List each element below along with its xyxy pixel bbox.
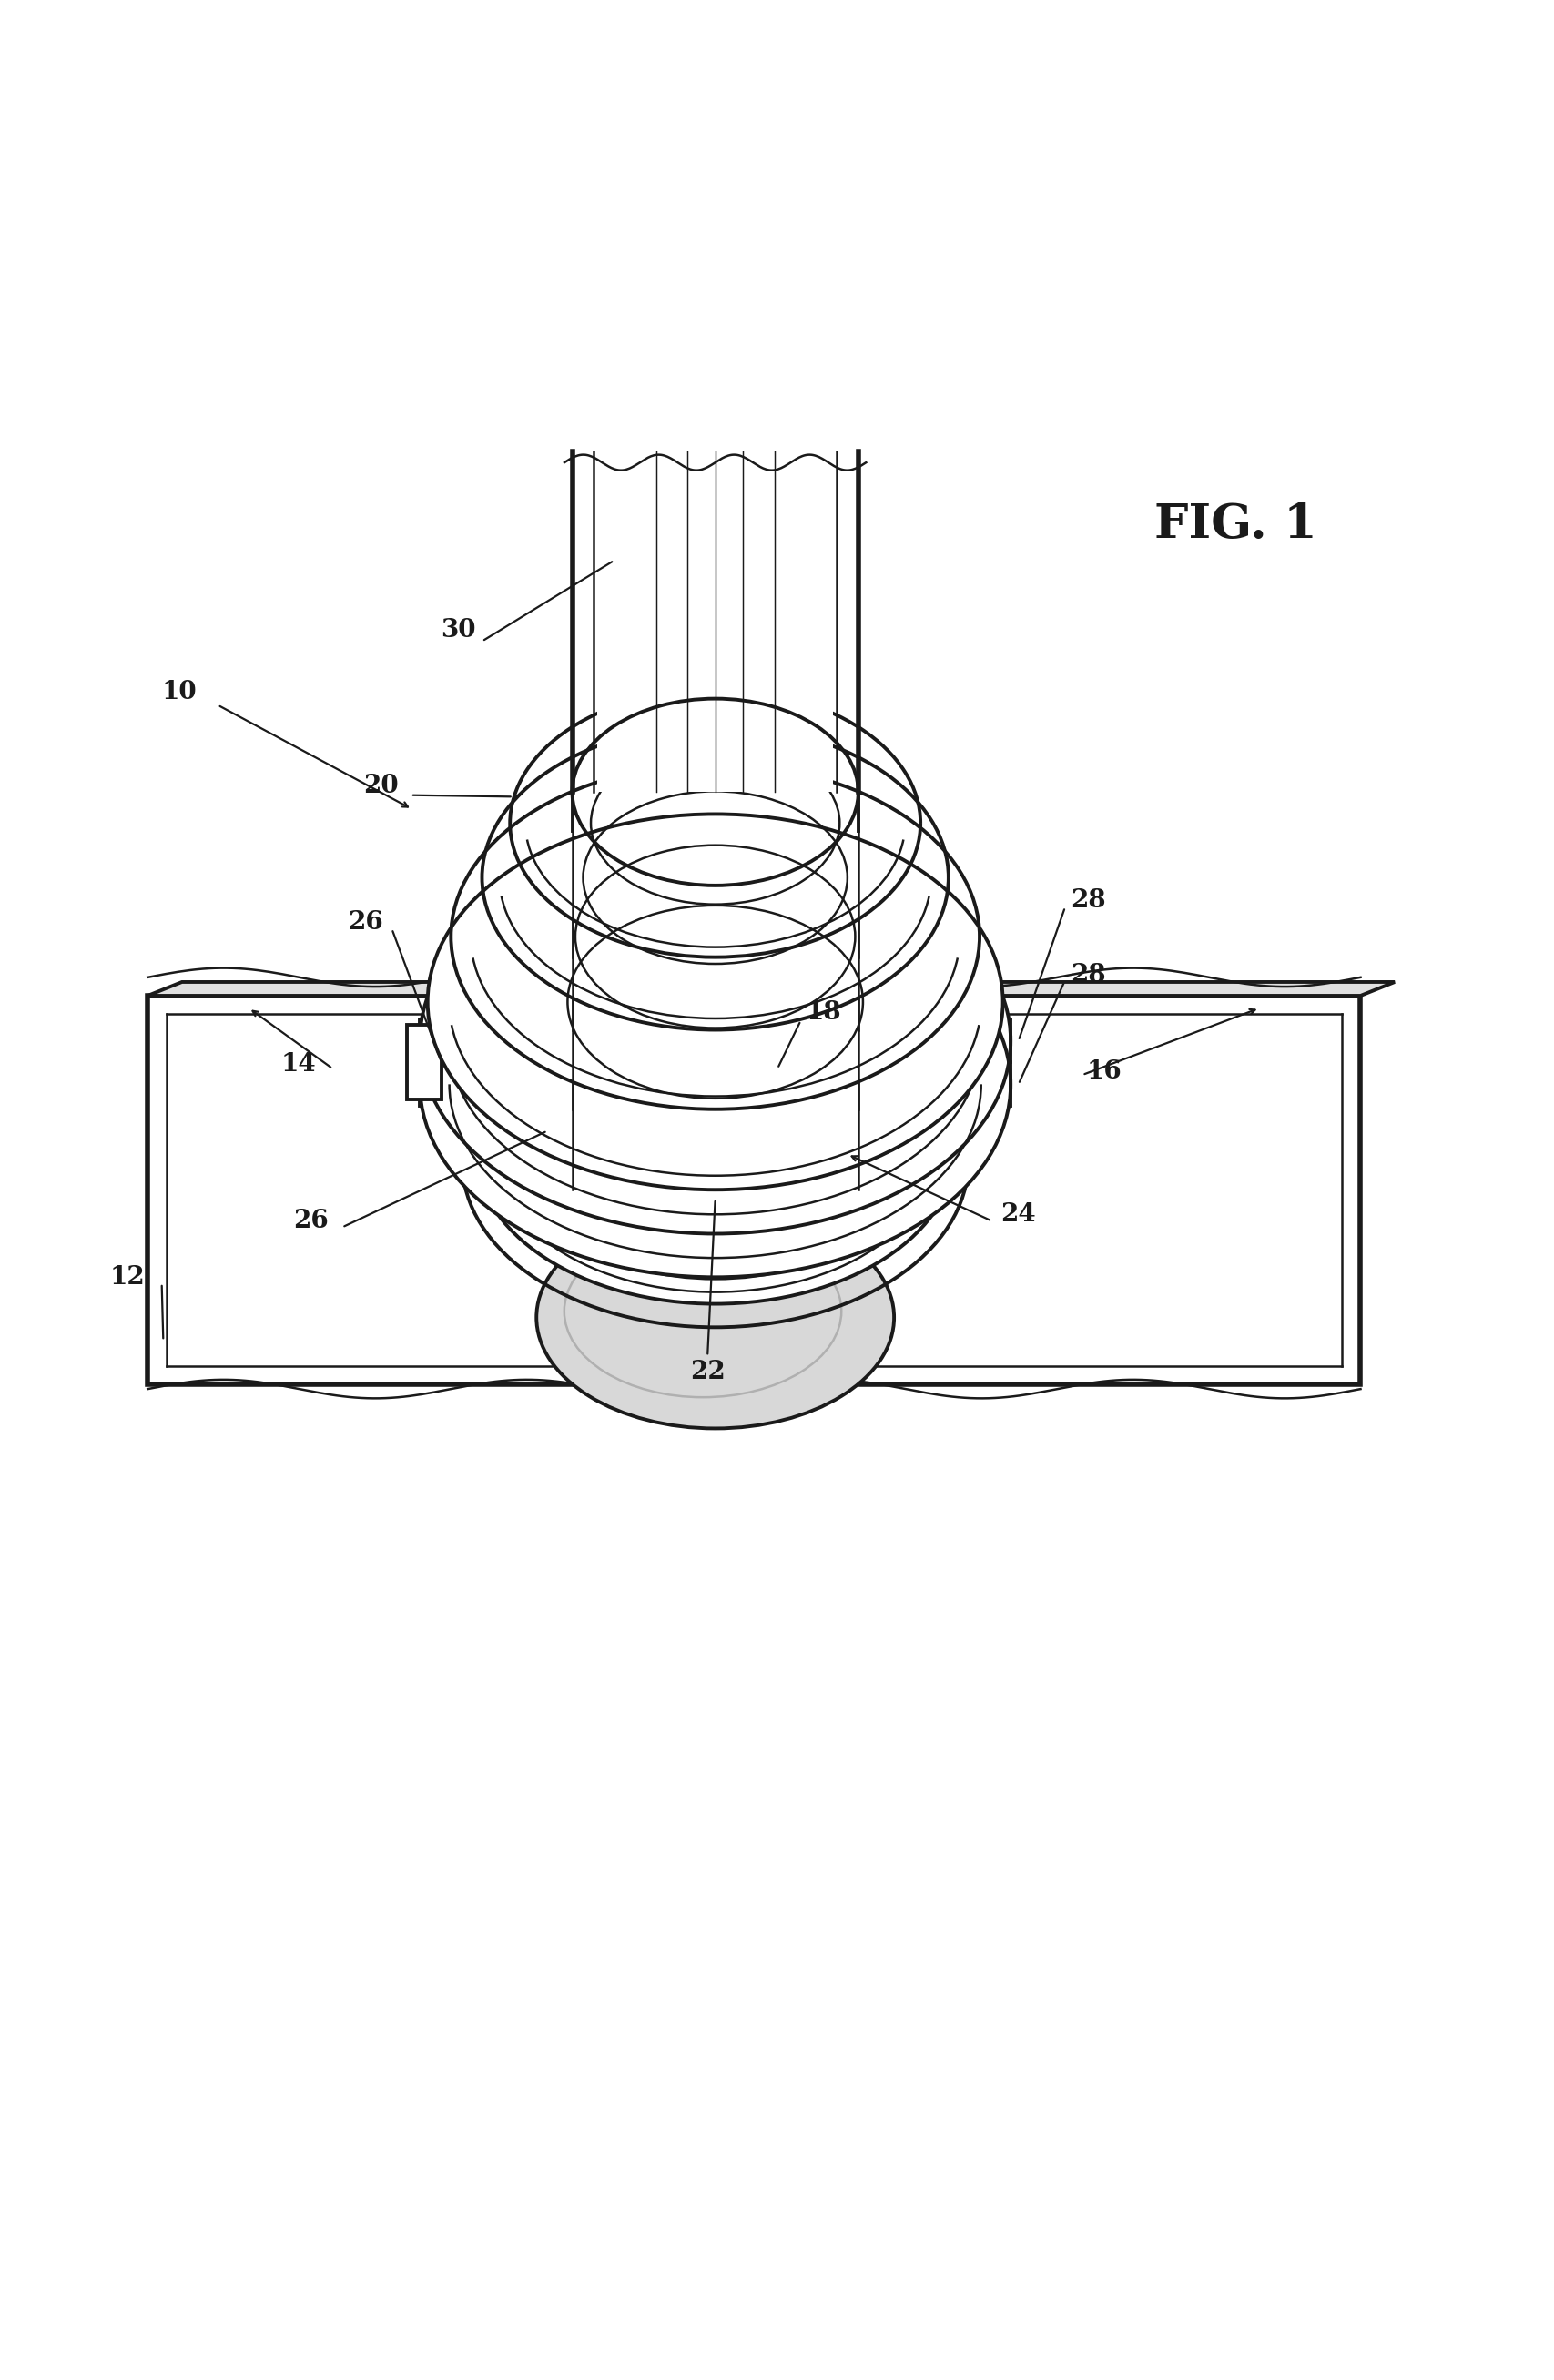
Text: 16: 16 bbox=[1086, 1059, 1120, 1085]
Text: 12: 12 bbox=[110, 1264, 145, 1290]
Ellipse shape bbox=[536, 1207, 894, 1428]
Bar bbox=[486, 1135, 521, 1159]
Bar bbox=[597, 452, 833, 793]
Ellipse shape bbox=[420, 892, 1010, 1278]
Text: 18: 18 bbox=[807, 1000, 841, 1026]
Text: 30: 30 bbox=[441, 619, 476, 643]
Ellipse shape bbox=[482, 726, 948, 1031]
Ellipse shape bbox=[451, 764, 979, 1109]
Ellipse shape bbox=[474, 990, 956, 1304]
Ellipse shape bbox=[525, 1023, 904, 1271]
Ellipse shape bbox=[420, 847, 1010, 1233]
Polygon shape bbox=[148, 983, 1394, 995]
Text: 24: 24 bbox=[1001, 1202, 1035, 1228]
Text: 14: 14 bbox=[281, 1052, 315, 1076]
Text: 20: 20 bbox=[364, 774, 398, 797]
Text: 10: 10 bbox=[162, 681, 196, 704]
Text: 28: 28 bbox=[1071, 964, 1105, 988]
Text: FIG. 1: FIG. 1 bbox=[1155, 502, 1316, 547]
Bar bbox=[909, 1135, 943, 1159]
Text: 26: 26 bbox=[294, 1209, 328, 1233]
Text: 22: 22 bbox=[690, 1359, 724, 1385]
Ellipse shape bbox=[427, 814, 1002, 1190]
Bar bbox=[148, 995, 1360, 1385]
Bar bbox=[407, 1026, 441, 1100]
Text: 28: 28 bbox=[1071, 888, 1105, 914]
Text: 26: 26 bbox=[348, 909, 382, 935]
Ellipse shape bbox=[510, 690, 920, 957]
